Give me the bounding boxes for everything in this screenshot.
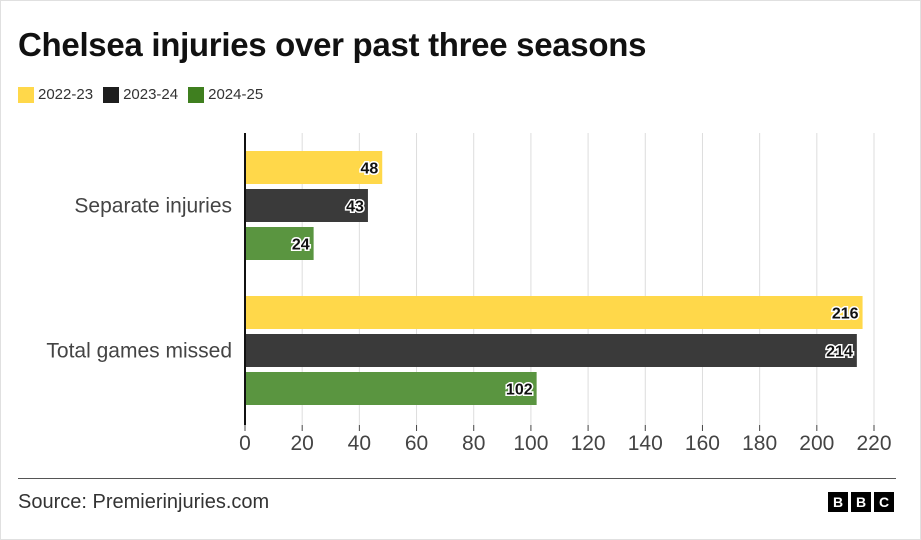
footer-divider: [18, 478, 896, 479]
legend-item: 2024-25: [188, 86, 263, 103]
bar: [245, 334, 857, 367]
legend-swatch: [103, 86, 120, 103]
bar: [245, 296, 863, 329]
x-tick-label: 0: [239, 432, 251, 455]
legend: 2022-23 2023-24 2024-25: [18, 86, 273, 103]
legend-swatch: [18, 86, 34, 103]
legend-label: 2023-24: [123, 86, 179, 103]
data-label: 216: [832, 306, 859, 323]
x-tick-label: 160: [685, 432, 720, 455]
data-label: 102: [506, 382, 533, 399]
bar: [245, 189, 368, 222]
x-tick-label: 80: [462, 432, 485, 455]
category-label: Separate injuries: [74, 195, 232, 218]
x-tick-label: 120: [571, 432, 606, 455]
x-tick-label: 180: [742, 432, 777, 455]
x-tick-label: 140: [628, 432, 663, 455]
bar-chart: 0 20 40 60 80 100 120 140 160 180 200 220 48 43 24 Sepa…: [46, 133, 892, 455]
x-tick-label: 60: [405, 432, 428, 455]
bar: [245, 227, 314, 260]
bbc-logo-letter: C: [874, 492, 894, 512]
legend-label: 2024-25: [208, 86, 264, 103]
legend-label: 2022-23: [38, 86, 94, 103]
x-tick-label: 220: [856, 432, 891, 455]
data-label: 48: [360, 161, 378, 178]
legend-swatch: [188, 86, 205, 103]
bbc-logo-letter: B: [851, 492, 871, 512]
bar: [245, 372, 537, 405]
source-note: Source: Premierinjuries.com: [18, 491, 270, 513]
x-tick-label: 100: [513, 432, 548, 455]
legend-item: 2023-24: [103, 86, 178, 103]
data-label: 24: [292, 237, 310, 254]
data-label: 43: [346, 199, 364, 216]
chart-title: Chelsea injuries over past three seasons: [18, 26, 647, 63]
x-tick-label: 20: [291, 432, 314, 455]
bbc-logo-letter: B: [828, 492, 848, 512]
legend-item: 2022-23: [18, 86, 93, 103]
x-tick-label: 40: [348, 432, 371, 455]
category-label: Total games missed: [46, 340, 232, 363]
bar: [245, 151, 383, 184]
x-tick-label: 200: [799, 432, 834, 455]
data-label: 214: [826, 344, 853, 361]
bbc-logo: B B C: [825, 492, 894, 512]
